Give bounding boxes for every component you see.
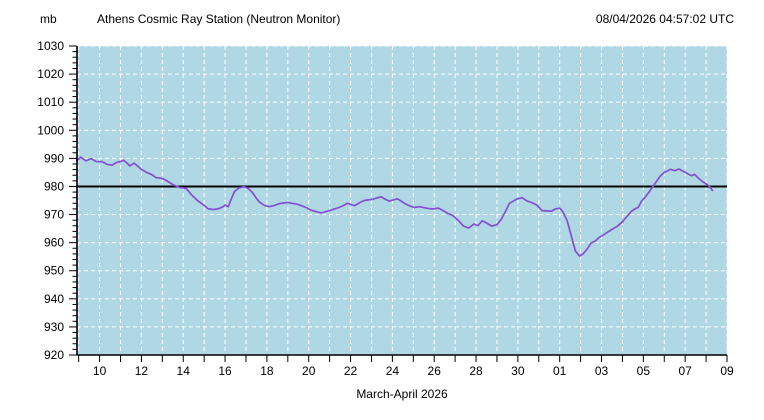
x-tick-label: 10 — [93, 364, 107, 378]
y-tick-label: 920 — [44, 348, 64, 362]
x-tick-label: 20 — [302, 364, 316, 378]
y-tick-label: 1000 — [37, 123, 64, 137]
x-tick-label: 26 — [428, 364, 442, 378]
x-tick-label: 12 — [135, 364, 149, 378]
plot-area — [77, 46, 727, 355]
y-tick-label: 950 — [44, 264, 64, 278]
x-tick-label: 28 — [469, 364, 483, 378]
unit-label: mb — [40, 12, 57, 26]
x-tick-label: 05 — [637, 364, 651, 378]
y-tick-label: 930 — [44, 320, 64, 334]
x-tick-label: 09 — [720, 364, 734, 378]
timestamp: 08/04/2026 04:57:02 UTC — [595, 12, 734, 26]
y-tick-label: 980 — [44, 179, 64, 193]
chart-title: Athens Cosmic Ray Station (Neutron Monit… — [97, 12, 341, 26]
y-tick-label: 1010 — [37, 95, 64, 109]
y-tick-label: 960 — [44, 236, 64, 250]
x-tick-label: 16 — [218, 364, 232, 378]
x-tick-label: 03 — [595, 364, 609, 378]
y-tick-label: 940 — [44, 292, 64, 306]
y-tick-label: 1030 — [37, 39, 64, 53]
x-tick-label: 24 — [386, 364, 400, 378]
x-tick-label: 18 — [260, 364, 274, 378]
x-axis-title: March-April 2026 — [356, 387, 448, 401]
x-tick-label: 22 — [344, 364, 358, 378]
x-tick-label: 01 — [553, 364, 567, 378]
pressure-line — [76, 156, 714, 257]
y-tick-label: 990 — [44, 151, 64, 165]
x-tick-label: 30 — [511, 364, 525, 378]
x-tick-label: 14 — [177, 364, 191, 378]
y-tick-label: 970 — [44, 208, 64, 222]
y-tick-label: 1020 — [37, 67, 64, 81]
x-tick-label: 07 — [678, 364, 692, 378]
